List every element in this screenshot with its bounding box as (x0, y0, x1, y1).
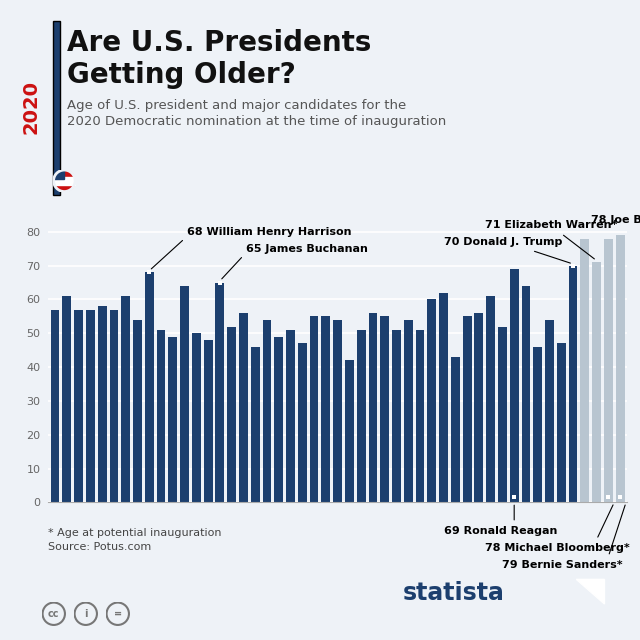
Bar (510, 269, 518, 502)
Text: i: i (84, 609, 88, 619)
Bar (522, 286, 531, 502)
Bar (392, 330, 401, 502)
Text: statista: statista (403, 581, 505, 605)
Bar (604, 239, 612, 502)
Text: Are U.S. Presidents: Are U.S. Presidents (67, 29, 372, 57)
Bar (133, 320, 142, 502)
Bar (310, 316, 319, 502)
Text: 69 Ronald Reagan: 69 Ronald Reagan (444, 526, 557, 536)
Bar (54, 182, 75, 185)
Bar (404, 320, 413, 502)
Bar (557, 344, 566, 502)
Text: 70 Donald J. Trump: 70 Donald J. Trump (444, 237, 562, 247)
Text: 2020: 2020 (21, 80, 40, 134)
Bar (239, 313, 248, 502)
Text: 79 Bernie Sanders*: 79 Bernie Sanders* (502, 560, 623, 570)
Bar (74, 310, 83, 502)
Bar (216, 283, 224, 502)
Bar (145, 273, 154, 502)
Bar (592, 262, 601, 502)
Bar (486, 296, 495, 502)
Polygon shape (576, 579, 605, 604)
Bar (98, 307, 107, 502)
Text: Age of U.S. president and major candidates for the: Age of U.S. president and major candidat… (67, 99, 406, 112)
Bar (616, 236, 625, 502)
Text: Source: Potus.com: Source: Potus.com (48, 542, 151, 552)
Bar (180, 286, 189, 502)
Bar (380, 316, 389, 502)
Bar (157, 330, 165, 502)
Bar (192, 333, 201, 502)
Bar (51, 310, 60, 502)
Bar (463, 316, 472, 502)
Bar (54, 177, 75, 179)
Text: * Age at potential inauguration: * Age at potential inauguration (48, 528, 221, 538)
Bar (451, 357, 460, 502)
Bar (474, 313, 483, 502)
Bar (286, 330, 295, 502)
Bar (428, 300, 436, 502)
Bar (568, 266, 577, 502)
Bar (298, 344, 307, 502)
Text: 78 Joe Biden*: 78 Joe Biden* (591, 215, 640, 225)
Bar (369, 313, 378, 502)
Circle shape (54, 170, 75, 191)
Text: Getting Older?: Getting Older? (67, 61, 296, 89)
Bar (321, 316, 330, 502)
Bar (204, 340, 212, 502)
Text: 65 James Buchanan: 65 James Buchanan (246, 244, 367, 254)
Bar (168, 337, 177, 502)
Bar (109, 310, 118, 502)
Text: 2020 Democratic nomination at the time of inauguration: 2020 Democratic nomination at the time o… (67, 115, 447, 128)
Bar (262, 320, 271, 502)
Bar (54, 170, 63, 179)
Bar (63, 296, 71, 502)
Bar (86, 310, 95, 502)
Text: 78 Michael Bloomberg*: 78 Michael Bloomberg* (484, 543, 630, 553)
Bar (545, 320, 554, 502)
Bar (251, 347, 260, 502)
Bar (415, 330, 424, 502)
Bar (498, 326, 507, 502)
Bar (54, 180, 75, 182)
Text: 68 William Henry Harrison: 68 William Henry Harrison (187, 227, 351, 237)
Bar (227, 326, 236, 502)
Bar (533, 347, 542, 502)
Bar (580, 239, 589, 502)
Bar (122, 296, 130, 502)
Bar (275, 337, 283, 502)
Text: 71 Elizabeth Warren*: 71 Elizabeth Warren* (484, 220, 617, 230)
Bar (356, 330, 365, 502)
Text: =: = (114, 609, 122, 619)
Bar (333, 320, 342, 502)
Bar (439, 292, 448, 502)
Text: cc: cc (48, 609, 60, 619)
Bar (345, 360, 354, 502)
